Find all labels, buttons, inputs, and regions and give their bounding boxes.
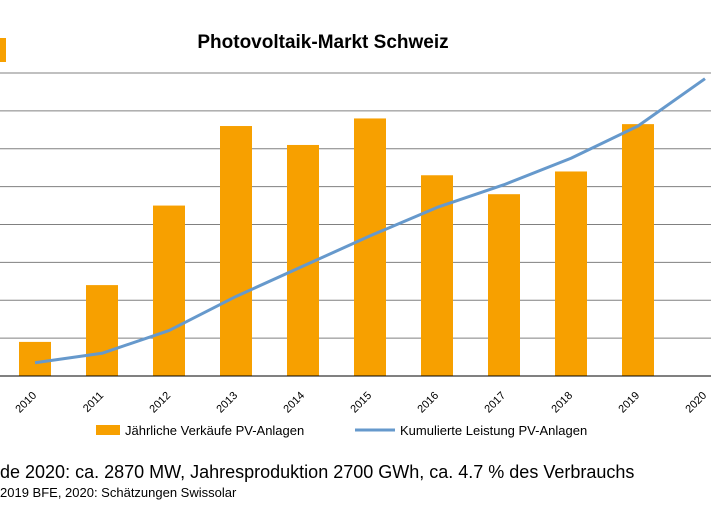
- bar: [421, 175, 453, 376]
- legend-label-line: Kumulierte Leistung PV-Anlagen: [400, 423, 587, 438]
- x-tick-label: 2014: [281, 390, 307, 416]
- bar: [86, 285, 118, 376]
- footnote-main: de 2020: ca. 2870 MW, Jahresproduktion 2…: [0, 462, 635, 482]
- chart: Photovoltaik-Markt Schweiz 2010 2011 2012 2…: [0, 32, 711, 438]
- bar: [622, 124, 654, 376]
- legend: Jährliche Verkäufe PV-Anlagen Kumulierte…: [96, 423, 587, 438]
- legend-swatch-bar: [96, 425, 120, 435]
- x-tick-label: 2011: [81, 390, 106, 415]
- bar: [220, 126, 252, 377]
- x-tick-label: 2010: [13, 390, 39, 416]
- x-tick-label: 2015: [348, 390, 374, 416]
- series-line: [34, 77, 706, 365]
- x-tick-label: 2017: [482, 390, 508, 416]
- legend-swatch-fragment: [0, 38, 6, 62]
- x-tick-label: 2019: [616, 390, 642, 416]
- legend-label-bar: Jährliche Verkäufe PV-Anlagen: [125, 423, 304, 438]
- x-tick-label: 2013: [214, 390, 240, 416]
- x-tick-labels: 2010 2011 2012 2013 2014 2015 2016 2017 2018 2019…: [13, 390, 709, 416]
- bar: [488, 194, 520, 376]
- bar: [354, 118, 386, 376]
- chart-title: Photovoltaik-Markt Schweiz: [197, 32, 448, 53]
- x-tick-label: 2020: [683, 390, 709, 416]
- line-series: [34, 77, 706, 365]
- bar: [555, 171, 587, 376]
- x-tick-label: 2012: [147, 390, 173, 416]
- x-tick-label: 2018: [549, 390, 575, 416]
- bar-series: [19, 118, 654, 377]
- x-tick-label: 2016: [415, 390, 441, 416]
- footnote-source: 2019 BFE, 2020: Schätzungen Swissolar: [0, 485, 237, 500]
- bar: [153, 205, 185, 376]
- bar: [19, 341, 51, 376]
